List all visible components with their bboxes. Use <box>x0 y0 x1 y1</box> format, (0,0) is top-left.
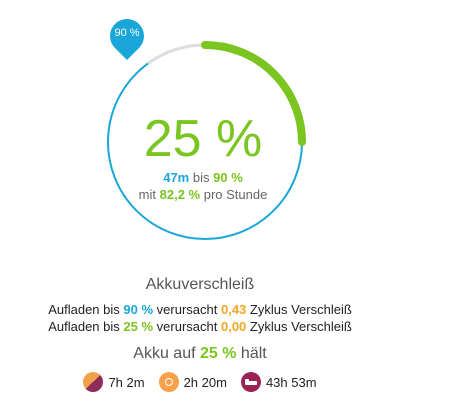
time-to-target: 47m bis 90 % <box>0 170 406 185</box>
wear-cycles: 0,43 <box>220 302 247 317</box>
mixed-usage-icon <box>83 372 104 392</box>
stat-value: 7h 2m <box>108 374 145 390</box>
wear-title: Akkuverschleiß <box>145 276 255 293</box>
wear-percent: 25 % <box>123 319 154 334</box>
rate-suffix: pro Stunde <box>203 187 268 202</box>
target-level-label: 90 % <box>114 27 140 39</box>
wear-suffix: Zyklus Verschleiß <box>249 319 352 334</box>
wear-suffix: Zyklus Verschleiß <box>249 302 352 317</box>
duration-title-prefix: Akku auf <box>133 345 196 362</box>
wear-prefix: Aufladen bis <box>48 302 120 317</box>
stat-sleep: 43h 53m <box>240 372 317 392</box>
screen-on-sun-icon <box>158 372 179 392</box>
ring-remaining-arc <box>147 43 206 65</box>
stat-value: 43h 53m <box>265 374 317 390</box>
wear-cycles: 0,00 <box>220 319 247 334</box>
ring-progress-arc <box>201 41 306 146</box>
duration-title: Akku auf 25 % hält <box>0 345 400 363</box>
stat-mixed-usage: 7h 2m <box>83 372 145 392</box>
rate-value: 82,2 % <box>159 187 201 202</box>
rate-prefix: mit <box>138 187 156 202</box>
wear-mid: verursacht <box>156 319 218 334</box>
stat-value: 2h 20m <box>183 374 227 390</box>
duration-title-suffix: hält <box>240 345 267 362</box>
target-percent: 90 % <box>213 170 243 185</box>
wear-prefix: Aufladen bis <box>48 319 120 334</box>
charge-rate: mit 82,2 % pro Stunde <box>0 187 406 202</box>
wear-row: Aufladen bis 25 % verursacht 0,00 Zyklus… <box>0 319 400 334</box>
duration-percent: 25 % <box>200 345 237 362</box>
sleep-bed-icon <box>240 372 261 392</box>
wear-percent: 90 % <box>123 302 154 317</box>
wear-mid: verursacht <box>156 302 218 317</box>
wear-row: Aufladen bis 90 % verursacht 0,43 Zyklus… <box>0 302 400 317</box>
time-remaining: 47m <box>163 170 190 185</box>
until-word: bis <box>192 170 210 185</box>
stat-screen-on: 2h 20m <box>158 372 227 392</box>
current-percent: 25 % <box>143 110 263 168</box>
target-level-marker[interactable]: 90 % <box>102 11 152 61</box>
duration-stats: 7h 2m 2h 20m 43h 53m <box>0 372 400 392</box>
